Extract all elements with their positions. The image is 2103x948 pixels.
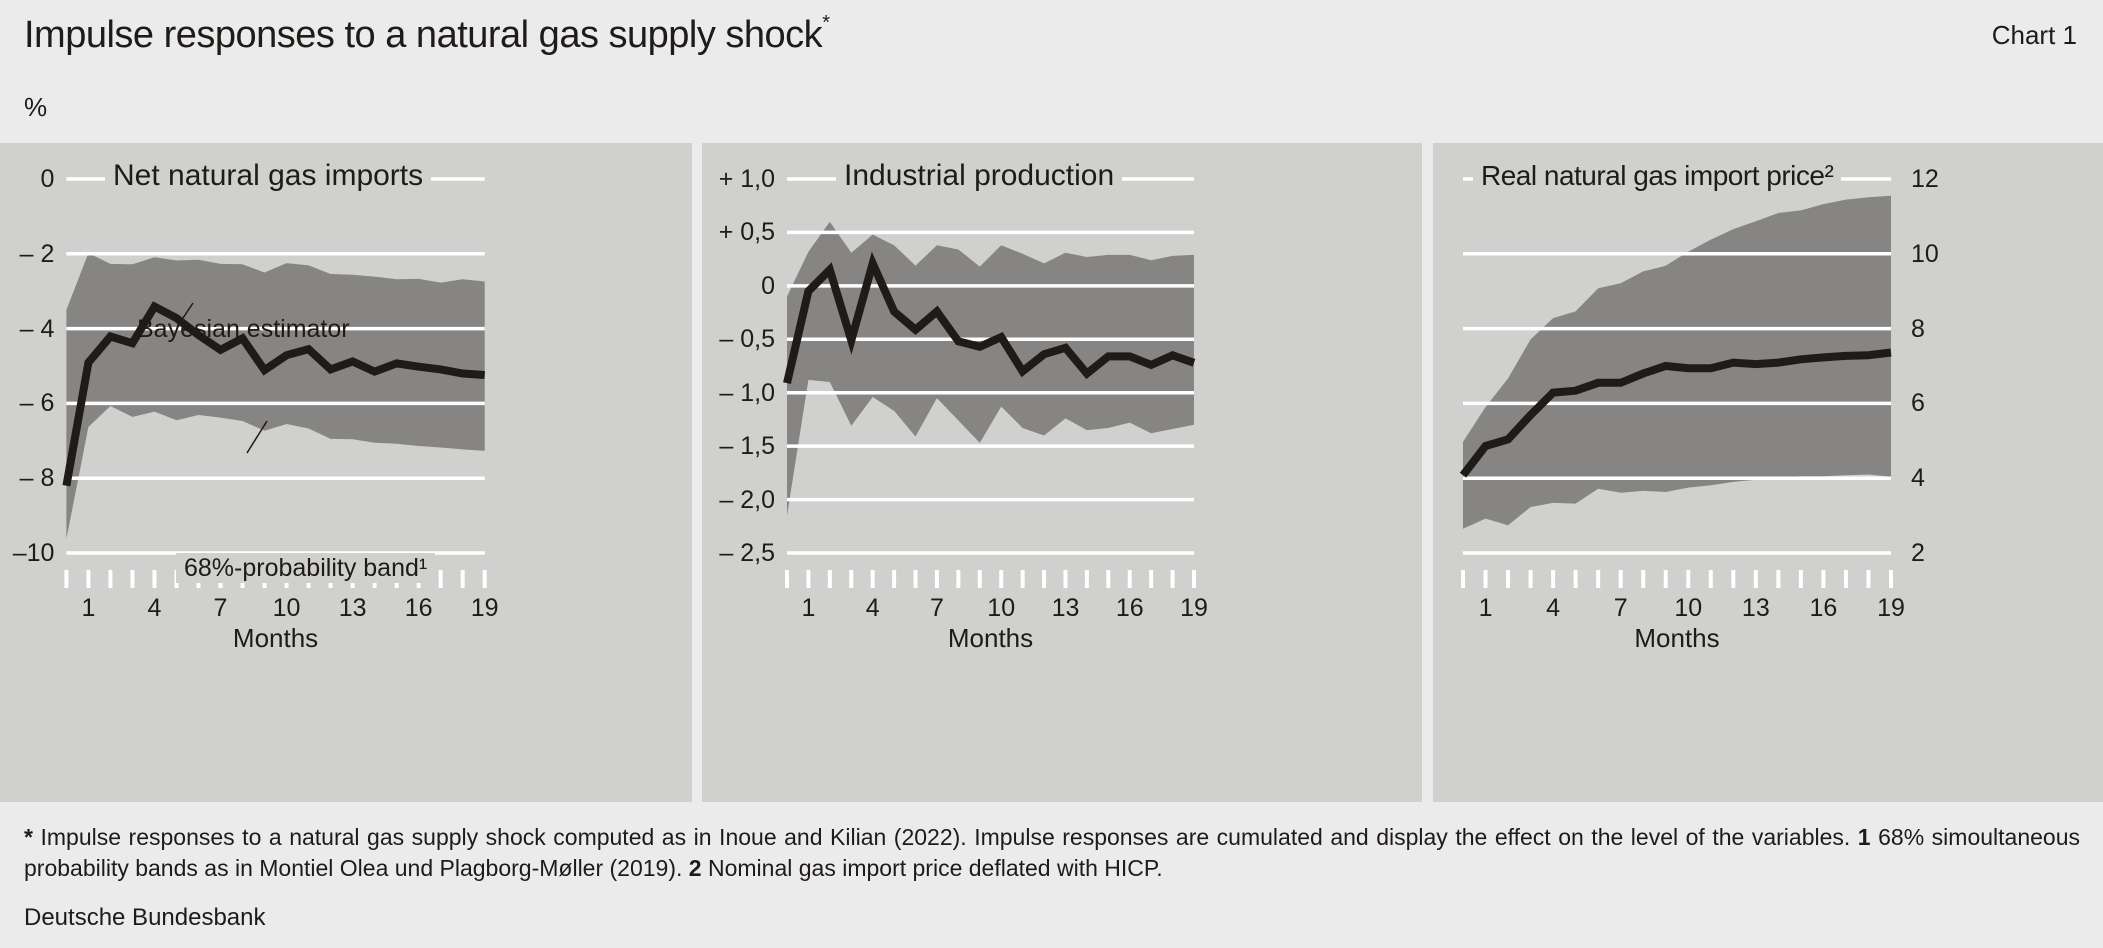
chart-title-text: Impulse responses to a natural gas suppl… bbox=[24, 14, 823, 56]
x-tick-label: 16 bbox=[1115, 594, 1144, 622]
annotation-bayesian-estimator: Bayesian estimator bbox=[137, 315, 350, 343]
panel-title-1: Net natural gas imports bbox=[105, 158, 432, 194]
x-tick-label: 4 bbox=[1546, 594, 1561, 622]
x-tick-label: 10 bbox=[987, 594, 1016, 622]
annotation-leader-line bbox=[246, 420, 268, 454]
x-tick-label: 16 bbox=[1809, 594, 1838, 622]
x-axis-label: Months bbox=[232, 623, 319, 653]
x-tick-label: 19 bbox=[1877, 594, 1905, 622]
footnote-2-mark: 2 bbox=[688, 855, 702, 881]
annotation-probability-band: 68%-probability band¹ bbox=[176, 553, 436, 583]
chart-number: Chart 1 bbox=[1991, 20, 2077, 50]
x-tick-label: 10 bbox=[272, 594, 301, 622]
x-tick-label: 4 bbox=[147, 594, 162, 622]
footnote-star-text: Impulse responses to a natural gas suppl… bbox=[32, 824, 1858, 850]
probability-band-area bbox=[66, 253, 485, 539]
y-tick-label: – 1,5 bbox=[719, 432, 775, 461]
y-tick-label: – 8 bbox=[19, 464, 55, 493]
estimator-line bbox=[62, 301, 485, 487]
y-tick-label: 6 bbox=[1911, 389, 1925, 418]
x-tick-label: 7 bbox=[213, 594, 228, 622]
x-tick-label: 16 bbox=[404, 594, 433, 622]
panel-title-3: Real natural gas import price² bbox=[1473, 158, 1842, 194]
x-tick-label: 1 bbox=[81, 594, 96, 622]
footnote-star: * bbox=[24, 824, 33, 850]
estimator-line bbox=[783, 251, 1196, 385]
x-tick-label: 7 bbox=[1613, 594, 1628, 622]
y-tick-label: – 6 bbox=[19, 389, 55, 418]
x-tick-label: 19 bbox=[1180, 594, 1208, 622]
annotation-leader-line bbox=[182, 302, 194, 319]
x-tick-label: 7 bbox=[929, 594, 944, 622]
footnote-1-text: 68% simoultaneous probability bands as i… bbox=[24, 824, 2080, 881]
y-tick-label: – 0,5 bbox=[719, 325, 775, 354]
unit-label: % bbox=[24, 92, 48, 122]
x-tick-label: 10 bbox=[1674, 594, 1703, 622]
chart-title: Impulse responses to a natural gas suppl… bbox=[24, 12, 830, 57]
y-tick-label: 0 bbox=[761, 271, 775, 300]
y-tick-label: 4 bbox=[1911, 464, 1925, 493]
y-tick-label: – 2,5 bbox=[719, 539, 775, 567]
source: Deutsche Bundesbank bbox=[24, 904, 266, 931]
x-tick-label: 13 bbox=[1741, 594, 1770, 622]
y-tick-label: –10 bbox=[12, 539, 55, 567]
x-tick-label: 1 bbox=[801, 594, 816, 622]
x-tick-label: 4 bbox=[865, 594, 880, 622]
x-tick-label: 13 bbox=[1051, 594, 1080, 622]
y-tick-label: – 4 bbox=[19, 314, 55, 343]
y-tick-label: + 0,5 bbox=[718, 218, 775, 247]
x-axis-label: Months bbox=[1634, 623, 1720, 653]
y-tick-label: 8 bbox=[1911, 314, 1925, 343]
x-tick-label: 19 bbox=[470, 594, 499, 622]
probability-band-area bbox=[787, 221, 1194, 516]
y-tick-label: 2 bbox=[1911, 539, 1925, 567]
y-tick-label: 10 bbox=[1911, 239, 1939, 268]
footnotes: * Impulse responses to a natural gas sup… bbox=[24, 822, 2080, 884]
x-tick-label: 13 bbox=[338, 594, 367, 622]
y-tick-label: 12 bbox=[1911, 165, 1939, 193]
y-tick-label: – 2,0 bbox=[719, 485, 775, 514]
x-axis-label: Months bbox=[947, 623, 1034, 653]
y-tick-label: – 1,0 bbox=[719, 378, 775, 407]
x-tick-label: 1 bbox=[1478, 594, 1493, 622]
footnote-2-text: Nominal gas import price deflated with H… bbox=[701, 855, 1163, 881]
probability-band-area bbox=[1463, 195, 1891, 529]
y-tick-label: + 1,0 bbox=[718, 165, 775, 193]
y-tick-label: 0 bbox=[40, 165, 55, 193]
estimator-line bbox=[1459, 348, 1892, 478]
footnote-1-mark: 1 bbox=[1857, 824, 1871, 850]
title-footnote-mark: * bbox=[822, 12, 830, 34]
panel-title-2: Industrial production bbox=[836, 158, 1123, 194]
y-tick-label: – 2 bbox=[19, 239, 55, 268]
